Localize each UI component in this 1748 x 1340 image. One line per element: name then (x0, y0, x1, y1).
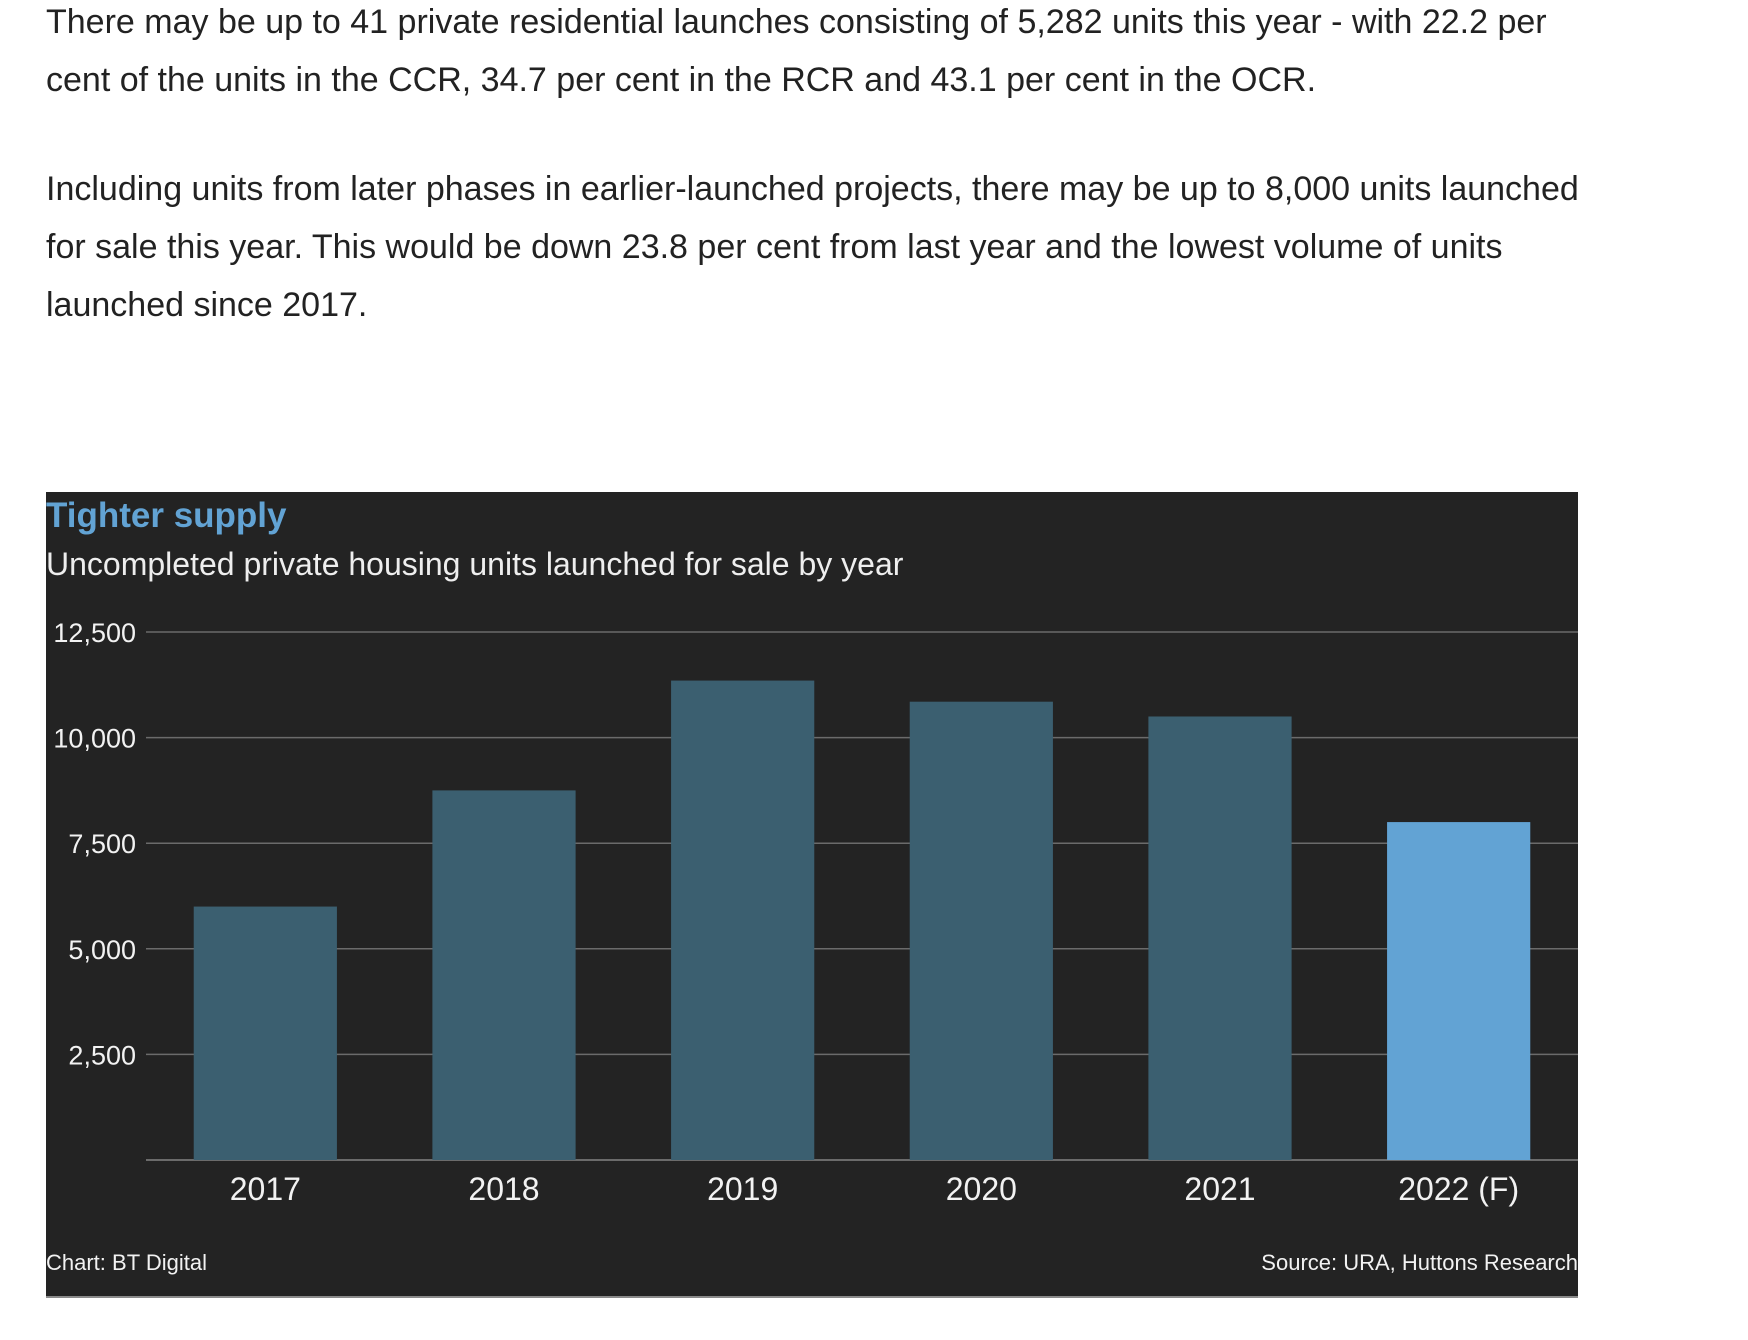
x-tick-label: 2017 (230, 1171, 301, 1207)
y-tick-label: 7,500 (68, 829, 136, 859)
article-paragraph: There may be up to 41 private residentia… (46, 3, 1547, 99)
y-tick-label: 10,000 (53, 724, 136, 754)
chart-title: Tighter supply (46, 496, 287, 535)
x-tick-label: 2018 (468, 1171, 539, 1207)
bar (193, 906, 337, 1160)
bar-chart: Tighter supply Uncompleted private housi… (46, 492, 1578, 1298)
y-tick-label: 2,500 (68, 1040, 136, 1070)
y-tick-label: 12,500 (53, 618, 136, 648)
bar (909, 701, 1053, 1160)
bar (432, 790, 576, 1160)
chart-plot: 2,500 5,000 7,500 10,000 12,500 2017 2018 2019 2… (53, 618, 1578, 1207)
bar (671, 680, 815, 1160)
y-tick-label: 5,000 (68, 935, 136, 965)
bar (1387, 822, 1531, 1160)
x-tick-label: 2022 (F) (1398, 1171, 1519, 1207)
article-paragraph: Including units from later phases in ear… (46, 170, 1579, 324)
x-tick-label: 2019 (707, 1171, 778, 1207)
chart-subtitle: Uncompleted private housing units launch… (46, 546, 904, 582)
bar (1148, 716, 1292, 1160)
chart-credit: Chart: BT Digital (46, 1250, 207, 1275)
x-tick-label: 2021 (1184, 1171, 1255, 1207)
chart-source: Source: URA, Huttons Research (1261, 1250, 1578, 1275)
x-tick-label: 2020 (946, 1171, 1017, 1207)
